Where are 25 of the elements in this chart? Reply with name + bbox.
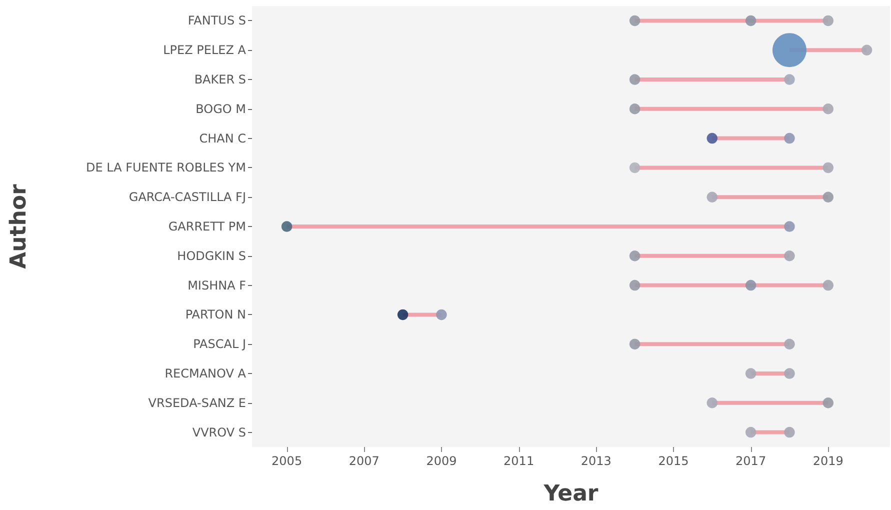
y-tick-label: GARCA-CASTILLA FJ [128,190,246,204]
x-tick-label: 2005 [272,454,302,468]
y-tick-label: BOGO M [196,102,246,116]
x-tick-label: 2017 [736,454,766,468]
x-tick-label: 2013 [580,454,612,468]
y-tick-label: VRSEDA-SANZ E [148,396,246,410]
y-tick-label: PASCAL J [193,337,246,352]
y-tick-label: VVROV S [192,425,246,440]
x-tick-label: 2007 [348,454,380,468]
y-tick-label: CHAN C [199,131,246,146]
x-tick-label: 2019 [812,454,844,468]
x-axis-title: Year [542,482,598,506]
y-tick-label: BAKER S [194,72,246,86]
x-tick-label: 2011 [504,454,534,468]
y-tick-label: FANTUS S [188,14,246,28]
x-tick-label: 2015 [658,454,689,468]
x-tick-label: 2009 [426,454,457,468]
y-tick-label: HODGKIN S [177,248,246,263]
y-axis-title: Author [6,184,32,269]
y-tick-label: DE LA FUENTE ROBLES YM [86,160,246,175]
y-tick-label: GARRETT PM [168,220,246,234]
y-tick-label: MISHNA F [188,278,246,292]
y-tick-label: RECMANOV A [164,366,247,380]
y-tick-label: PARTON N [185,308,246,322]
y-tick-label: LPEZ PELEZ A [163,43,247,58]
